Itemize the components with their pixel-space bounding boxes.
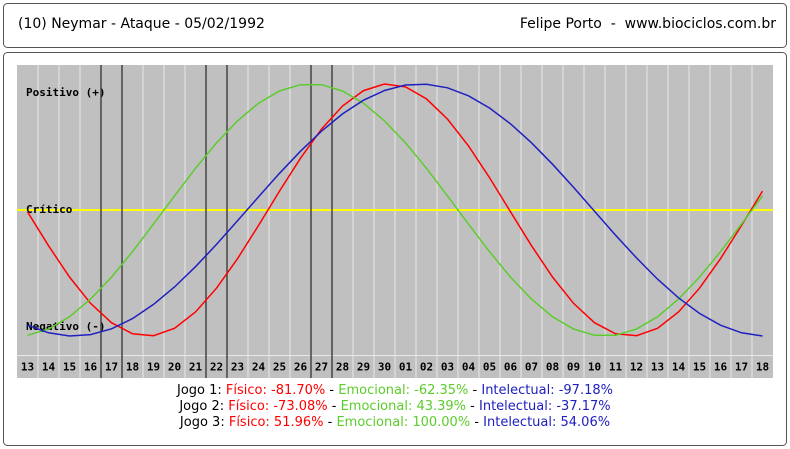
header-box bbox=[3, 3, 787, 48]
x-tick-label: 07 bbox=[525, 361, 538, 374]
y-level-label: Negativo (-) bbox=[26, 320, 105, 333]
game-fisico: Físico: -81.70% bbox=[226, 383, 325, 398]
x-tick-label: 26 bbox=[294, 361, 308, 374]
x-tick-label: 29 bbox=[357, 361, 370, 374]
separator: - bbox=[468, 383, 481, 398]
separator: - bbox=[470, 415, 483, 430]
x-tick-label: 22 bbox=[210, 361, 223, 374]
game-intelectual: Intelectual: -97.18% bbox=[481, 383, 613, 398]
x-tick-label: 01 bbox=[399, 361, 413, 374]
x-tick-label: 20 bbox=[168, 361, 181, 374]
game-line: Jogo 1: Físico: -81.70% - Emocional: -62… bbox=[176, 383, 613, 398]
game-emocional: Emocional: 100.00% bbox=[336, 415, 470, 430]
x-tick-label: 28 bbox=[336, 361, 349, 374]
x-tick-label: 24 bbox=[252, 361, 266, 374]
game-label: Jogo 2: bbox=[178, 399, 224, 414]
x-tick-label: 15 bbox=[63, 361, 76, 374]
game-line: Jogo 3: Físico: 51.96% - Emocional: 100.… bbox=[179, 415, 610, 430]
x-tick-label: 10 bbox=[588, 361, 601, 374]
x-tick-label: 25 bbox=[273, 361, 286, 374]
game-fisico: Físico: 51.96% bbox=[229, 415, 324, 430]
x-tick-label: 09 bbox=[567, 361, 580, 374]
x-tick-label: 23 bbox=[231, 361, 244, 374]
series-line bbox=[26, 83, 764, 337]
separator: - bbox=[325, 383, 338, 398]
x-tick-label: 18 bbox=[126, 361, 139, 374]
series-line bbox=[27, 83, 764, 337]
game-intelectual: Intelectual: 54.06% bbox=[483, 415, 610, 430]
x-tick-label: 14 bbox=[42, 361, 56, 374]
header-left: (10) Neymar - Ataque - 05/02/1992 bbox=[18, 16, 265, 32]
x-tick-label: 06 bbox=[504, 361, 518, 374]
x-tick-label: 16 bbox=[84, 361, 98, 374]
x-tick-label: 04 bbox=[462, 361, 476, 374]
game-emocional: Emocional: -62.35% bbox=[338, 383, 468, 398]
x-tick-label: 13 bbox=[651, 361, 664, 374]
separator: - bbox=[328, 399, 341, 414]
x-tick-label: 16 bbox=[714, 361, 728, 374]
x-tick-label: 02 bbox=[420, 361, 433, 374]
x-tick-label: 11 bbox=[609, 361, 623, 374]
separator: - bbox=[466, 399, 479, 414]
separator: - bbox=[324, 415, 337, 430]
x-tick-label: 21 bbox=[189, 361, 203, 374]
x-tick-label: 17 bbox=[735, 361, 748, 374]
y-level-label: Positivo (+) bbox=[26, 86, 105, 99]
x-tick-label: 13 bbox=[21, 361, 34, 374]
game-intelectual: Intelectual: -37.17% bbox=[479, 399, 611, 414]
x-tick-label: 15 bbox=[693, 361, 706, 374]
game-label: Jogo 1: bbox=[176, 383, 222, 398]
x-tick-label: 08 bbox=[546, 361, 559, 374]
series-line bbox=[27, 83, 763, 337]
x-tick-label: 12 bbox=[630, 361, 643, 374]
y-level-label: Crítico bbox=[26, 203, 73, 216]
x-tick-label: 17 bbox=[105, 361, 118, 374]
game-emocional: Emocional: 43.39% bbox=[341, 399, 466, 414]
x-tick-label: 19 bbox=[147, 361, 160, 374]
x-tick-label: 27 bbox=[315, 361, 328, 374]
x-tick-label: 03 bbox=[441, 361, 454, 374]
x-tick-label: 18 bbox=[756, 361, 769, 374]
header-right: Felipe Porto - www.biociclos.com.br bbox=[520, 16, 776, 32]
x-tick-label: 30 bbox=[378, 361, 391, 374]
x-tick-label: 14 bbox=[672, 361, 686, 374]
game-fisico: Físico: -73.08% bbox=[228, 399, 327, 414]
game-label: Jogo 3: bbox=[179, 415, 225, 430]
game-line: Jogo 2: Físico: -73.08% - Emocional: 43.… bbox=[178, 399, 610, 414]
x-tick-label: 05 bbox=[483, 361, 496, 374]
